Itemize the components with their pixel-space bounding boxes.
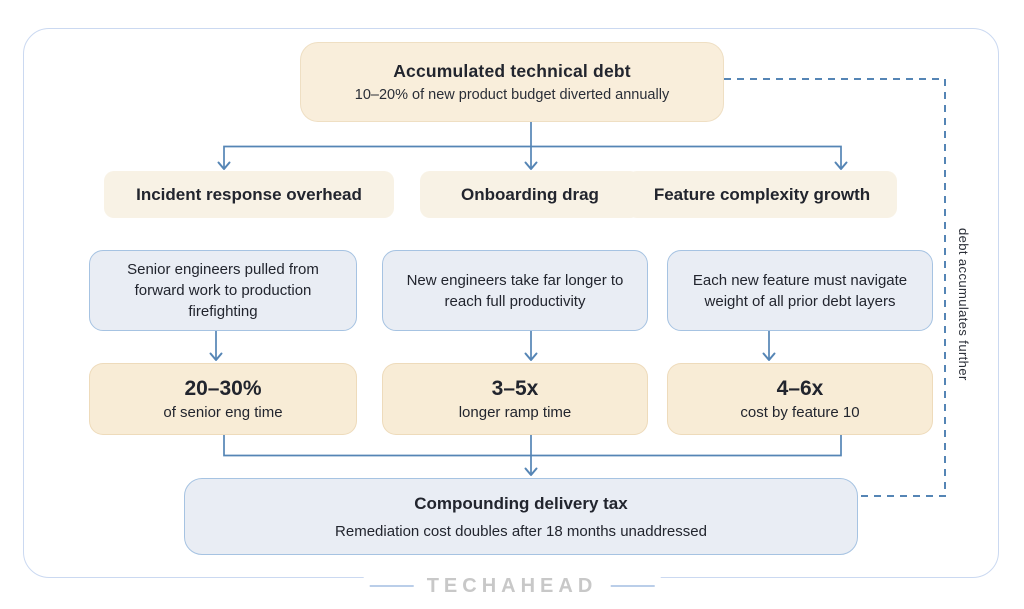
branch-header-label: Feature complexity growth [653,184,871,204]
stat-label: cost by feature 10 [740,404,860,421]
root-cause-box: Accumulated technical debt 10–20% of new… [300,42,724,122]
outcome-box: Compounding delivery tax Remediation cos… [184,478,858,555]
stat-label: of senior eng time [163,404,283,421]
branch-stat-box: 4–6x cost by feature 10 [667,363,933,435]
branch-header-label: Onboarding drag [461,184,599,204]
branch-description: Each new feature must navigate weight of… [692,271,908,310]
brand-logo: TECHAHEAD [426,574,598,597]
branch-description-box: Senior engineers pulled from forward wor… [89,250,357,331]
branch-description: Senior engineers pulled from forward wor… [127,261,319,320]
footer-left-line [369,585,414,587]
branch-header-incident-response: Incident response overhead [104,171,394,218]
stat-value: 4–6x [776,377,824,400]
stat-value: 3–5x [491,377,539,400]
branch-description: New engineers take far longer to reach f… [406,271,624,310]
footer-right-line [610,585,655,587]
branch-header-onboarding-drag: Onboarding drag [420,171,640,218]
outcome-title: Compounding delivery tax [414,493,628,513]
branch-header-feature-complexity: Feature complexity growth [627,171,897,218]
root-cause-title: Accumulated technical debt [393,61,631,81]
feedback-loop-label: debt accumulates further [956,228,971,381]
branch-description-box: Each new feature must navigate weight of… [667,250,933,331]
stat-label: longer ramp time [458,404,572,421]
stat-value: 20–30% [184,377,262,400]
branch-stat-box: 3–5x longer ramp time [382,363,648,435]
branch-header-label: Incident response overhead [136,184,362,204]
branch-stat-box: 20–30% of senior eng time [89,363,357,435]
brand-footer: TECHAHEAD [363,570,661,602]
branch-description-box: New engineers take far longer to reach f… [382,250,648,331]
outcome-subtitle: Remediation cost doubles after 18 months… [335,522,707,540]
root-cause-subtitle: 10–20% of new product budget diverted an… [354,87,670,103]
